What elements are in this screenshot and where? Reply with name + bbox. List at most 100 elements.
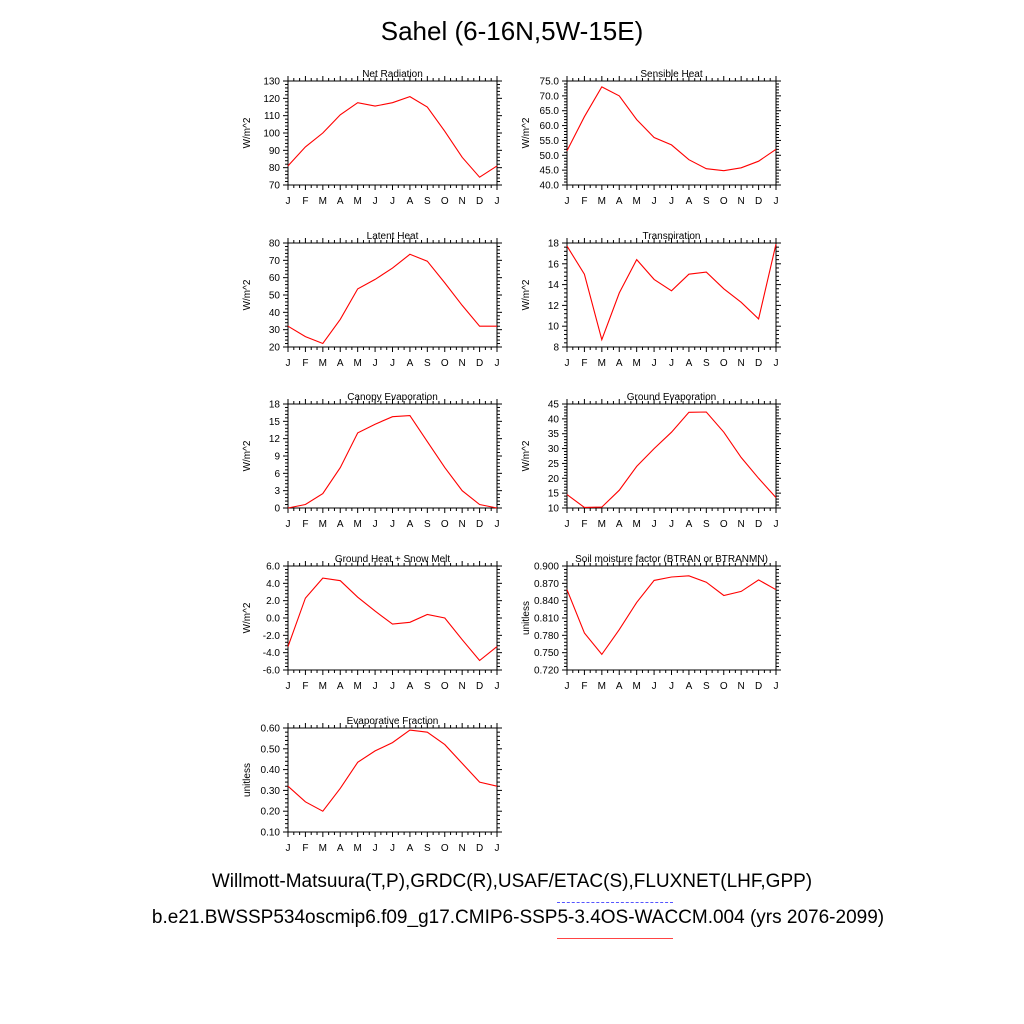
- y-tick-label: -2.0: [263, 631, 281, 642]
- panel-ground-heat-snow-melt: Ground Heat + Snow Melt W/m^2 -6.0 -4.0 -2.0…: [242, 554, 502, 692]
- x-tick-label: O: [441, 681, 449, 692]
- x-tick-label: O: [720, 358, 728, 369]
- y-tick-label: 18: [269, 400, 281, 411]
- x-tick-label: S: [424, 681, 431, 692]
- y-tick-label: 20: [548, 474, 560, 485]
- x-tick-label: J: [565, 196, 570, 207]
- y-tick-label: -6.0: [263, 666, 281, 677]
- x-tick-label: N: [738, 681, 745, 692]
- x-tick-label: J: [373, 681, 378, 692]
- x-tick-label: M: [353, 519, 361, 530]
- plot-frame: [287, 727, 498, 833]
- panel-title: Latent Heat: [367, 231, 419, 242]
- y-tick-label: 16: [548, 259, 560, 270]
- y-tick-label: 10: [548, 322, 560, 333]
- y-tick-label: 80: [269, 163, 281, 174]
- y-tick-label: 40: [548, 414, 560, 425]
- y-tick-label: 0.870: [534, 579, 559, 590]
- y-tick-label: 0.810: [534, 614, 559, 625]
- panel-soil-moisture-factor-btran-or-btranmn: Soil moisture factor (BTRAN or BTRANMN) u…: [521, 554, 781, 692]
- series-line: [566, 411, 777, 508]
- x-tick-label: A: [337, 681, 344, 692]
- y-axis-label: W/m^2: [521, 279, 532, 310]
- series-line: [566, 243, 777, 342]
- y-tick-label: 0.750: [534, 648, 559, 659]
- x-tick-label: J: [373, 843, 378, 854]
- y-tick-label: 0.20: [261, 807, 281, 818]
- plot-frame: [566, 403, 777, 509]
- x-tick-label: A: [407, 358, 414, 369]
- x-tick-label: J: [565, 358, 570, 369]
- y-axis-label: W/m^2: [242, 117, 253, 148]
- x-tick-label: F: [302, 196, 308, 207]
- y-tick-label: 0.30: [261, 786, 281, 797]
- x-tick-label: N: [459, 519, 466, 530]
- plot-frame: [287, 403, 498, 509]
- series-line: [287, 577, 498, 662]
- y-tick-label: 65.0: [540, 106, 560, 117]
- y-tick-label: 20: [269, 343, 281, 354]
- x-tick-label: S: [424, 843, 431, 854]
- x-tick-label: F: [302, 358, 308, 369]
- x-tick-label: M: [319, 681, 327, 692]
- x-tick-label: J: [652, 358, 657, 369]
- panel-title: Evaporative Fraction: [347, 716, 439, 727]
- x-tick-label: F: [302, 843, 308, 854]
- y-tick-label: 15: [548, 489, 560, 500]
- y-tick-label: -4.0: [263, 648, 281, 659]
- y-axis-label: W/m^2: [242, 440, 253, 471]
- x-tick-label: D: [755, 681, 762, 692]
- x-tick-label: M: [353, 358, 361, 369]
- y-axis-label: W/m^2: [521, 117, 532, 148]
- y-tick-label: 6.0: [266, 562, 280, 573]
- x-tick-label: J: [373, 519, 378, 530]
- y-tick-label: 50: [269, 291, 281, 302]
- x-tick-label: S: [424, 196, 431, 207]
- x-tick-label: O: [720, 196, 728, 207]
- x-tick-label: A: [686, 196, 693, 207]
- x-tick-label: D: [476, 196, 483, 207]
- x-tick-label: A: [616, 196, 623, 207]
- x-tick-label: D: [755, 196, 762, 207]
- series-line: [566, 575, 777, 656]
- y-tick-label: 0.10: [261, 828, 281, 839]
- y-tick-label: 4.0: [266, 579, 280, 590]
- x-tick-label: O: [441, 196, 449, 207]
- y-tick-label: 70.0: [540, 91, 560, 102]
- x-tick-label: N: [459, 681, 466, 692]
- y-axis-label: unitless: [521, 601, 532, 635]
- y-tick-label: 15: [269, 417, 281, 428]
- x-tick-label: M: [353, 681, 361, 692]
- y-tick-label: 12: [548, 301, 560, 312]
- panel-title: Canopy Evaporation: [347, 392, 438, 403]
- panel-title: Ground Evaporation: [627, 392, 717, 403]
- series-line: [566, 86, 777, 172]
- y-tick-label: 14: [548, 280, 560, 291]
- y-tick-label: 70: [269, 256, 281, 267]
- y-tick-label: 75.0: [540, 77, 560, 88]
- x-tick-label: N: [738, 358, 745, 369]
- x-tick-label: A: [616, 519, 623, 530]
- plot-frame: [566, 242, 777, 348]
- x-tick-label: F: [581, 358, 587, 369]
- x-tick-label: J: [286, 519, 291, 530]
- x-tick-label: D: [755, 358, 762, 369]
- x-tick-label: M: [632, 681, 640, 692]
- y-tick-label: 70: [269, 181, 281, 192]
- x-tick-label: S: [703, 358, 710, 369]
- y-tick-label: 0.60: [261, 724, 281, 735]
- y-tick-label: 130: [263, 77, 280, 88]
- x-tick-label: F: [302, 681, 308, 692]
- x-tick-label: D: [476, 358, 483, 369]
- x-tick-label: J: [565, 681, 570, 692]
- legend-model-line: [557, 938, 673, 939]
- plot-frame: [287, 80, 498, 186]
- x-tick-label: A: [337, 196, 344, 207]
- x-tick-label: J: [390, 681, 395, 692]
- x-tick-label: D: [476, 681, 483, 692]
- figure-title: Sahel (6-16N,5W-15E): [380, 16, 644, 46]
- y-tick-label: 0.840: [534, 596, 559, 607]
- x-tick-label: M: [598, 519, 606, 530]
